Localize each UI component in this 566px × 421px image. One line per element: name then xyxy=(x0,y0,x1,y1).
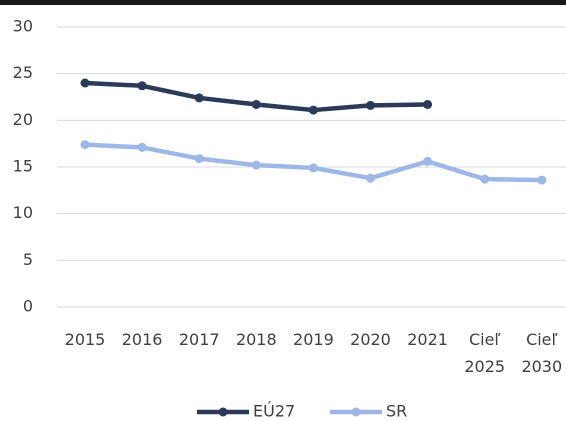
y-tick-label: 20 xyxy=(13,110,33,129)
data-point xyxy=(480,174,490,184)
x-tick-label: 2020 xyxy=(350,330,391,349)
legend-marker xyxy=(351,407,361,417)
x-tick-label: Cieľ 2030 xyxy=(521,330,563,376)
x-tick-label: 2017 xyxy=(178,330,220,349)
x-tick-label: Cieľ 2025 xyxy=(464,330,506,376)
data-point xyxy=(537,175,547,185)
x-tick-label: 2018 xyxy=(235,330,277,349)
data-point xyxy=(194,154,204,164)
y-tick-label: 0 xyxy=(23,297,33,316)
y-tick-label: 5 xyxy=(23,250,33,269)
y-tick-label: 10 xyxy=(13,203,33,222)
data-point xyxy=(137,142,147,152)
x-tick-label: 2019 xyxy=(293,330,334,349)
x-tick-label: 2021 xyxy=(407,330,448,349)
x-tick-label: 2016 xyxy=(121,330,163,349)
legend-marker xyxy=(218,407,228,417)
x-tick-label: 2015 xyxy=(64,330,106,349)
data-point xyxy=(80,140,90,150)
data-point xyxy=(251,99,261,109)
data-point xyxy=(308,105,318,115)
y-tick-label: 25 xyxy=(13,63,33,82)
data-point xyxy=(194,93,204,103)
data-point xyxy=(308,163,318,173)
data-point xyxy=(80,78,90,88)
series-line xyxy=(82,142,545,183)
y-tick-label: 30 xyxy=(13,17,33,36)
data-point xyxy=(137,81,147,91)
data-point xyxy=(251,160,261,170)
data-point xyxy=(423,99,433,109)
data-point xyxy=(366,100,375,110)
cropped-header xyxy=(0,0,566,5)
legend-label: EÚ27 xyxy=(253,402,295,421)
y-tick-label: 15 xyxy=(13,157,33,176)
data-point xyxy=(366,173,375,183)
legend-label: SR xyxy=(386,402,407,421)
data-point xyxy=(423,156,433,166)
